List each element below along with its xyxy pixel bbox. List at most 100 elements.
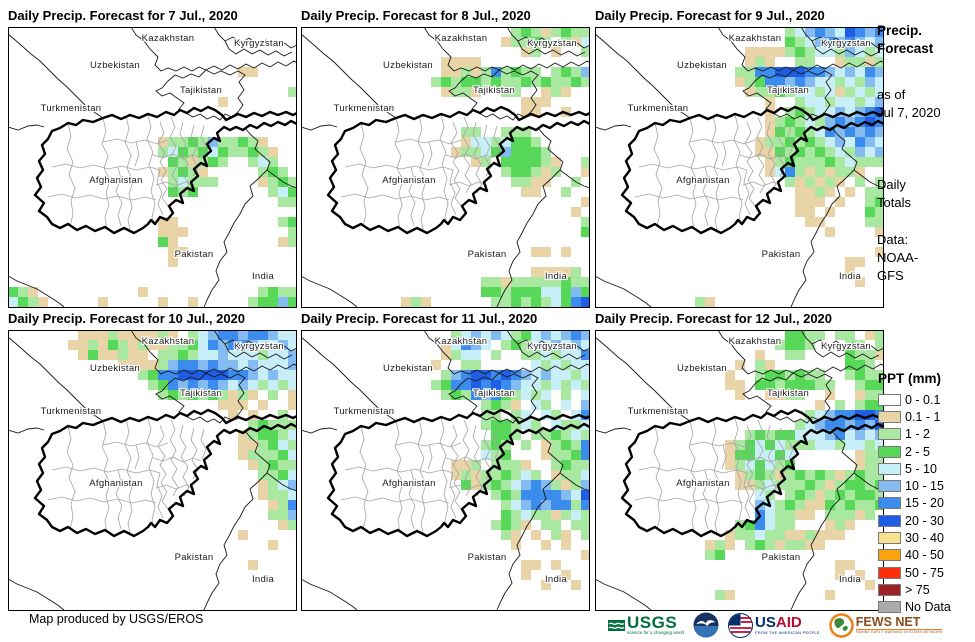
sidebar-datasource: Data: NOAA- GFS <box>877 231 918 285</box>
panel-jul7: Daily Precip. Forecast for 7 Jul., 2020 … <box>8 6 297 308</box>
legend-row: 0 - 0.1 <box>878 391 974 408</box>
legend-row: No Data <box>878 599 974 616</box>
country-label-tajikistan: Tajikistan <box>767 85 809 96</box>
precip-map: Kazakhstan Kyrgyzstan Uzbekistan Tajikistan… <box>8 27 297 308</box>
legend-label: 40 - 50 <box>905 548 944 563</box>
usgs-logo: USGS science for a changing world <box>608 612 685 635</box>
legend-swatch <box>878 566 901 579</box>
sidebar-title-line1: Precip. <box>877 23 923 38</box>
sidebar-totals: Daily Totals <box>877 176 911 212</box>
afghanistan-border <box>620 105 884 235</box>
country-borders <box>595 330 884 611</box>
panel-title: Daily Precip. Forecast for 11 Jul., 2020 <box>301 311 538 326</box>
legend-row: 1 - 2 <box>878 426 974 443</box>
country-label-afghanistan: Afghanistan <box>382 478 435 489</box>
sidebar-data-line2: NOAA- <box>877 250 919 265</box>
country-label-turkmenistan: Turkmenistan <box>41 406 102 417</box>
country-label-turkmenistan: Turkmenistan <box>334 406 395 417</box>
country-label-kazakhstan: Kazakhstan <box>142 336 195 347</box>
panel-jul10: Daily Precip. Forecast for 10 Jul., 2020… <box>8 309 297 611</box>
province-borders <box>340 417 500 534</box>
sidebar-data-line3: GFS <box>877 268 904 283</box>
precip-cells <box>401 27 590 307</box>
country-label-turkmenistan: Turkmenistan <box>628 406 689 417</box>
legend-label: 50 - 75 <box>905 565 944 580</box>
country-borders <box>8 330 297 611</box>
country-borders <box>8 27 297 308</box>
legend-label: 0.1 - 1 <box>905 409 941 424</box>
country-label-tajikistan: Tajikistan <box>473 388 515 399</box>
noaa-emblem-icon <box>693 612 719 638</box>
precip-cells <box>431 330 590 590</box>
country-label-tajikistan: Tajikistan <box>767 388 809 399</box>
precip-map: Kazakhstan Kyrgyzstan Uzbekistan Tajikistan… <box>301 330 590 611</box>
legend-row: 20 - 30 <box>878 512 974 529</box>
legend-row: 10 - 15 <box>878 477 974 494</box>
fewsnet-globe-icon <box>829 612 854 638</box>
fewsnet-logo: FEWS NET FAMINE EARLY WARNING SYSTEMS NE… <box>829 612 943 638</box>
afghanistan-border <box>33 105 297 235</box>
map-frame <box>595 27 884 308</box>
legend-label: 0 - 0.1 <box>905 392 941 407</box>
country-label-kyrgyzstan: Kyrgyzstan <box>234 341 284 352</box>
precip-map: Kazakhstan Kyrgyzstan Uzbekistan Tajikistan… <box>595 27 884 308</box>
country-label-tajikistan: Tajikistan <box>473 85 515 96</box>
country-label-kyrgyzstan: Kyrgyzstan <box>234 38 284 49</box>
legend-swatch <box>878 601 901 614</box>
legend: PPT (mm) 0 - 0.1 0.1 - 1 1 - 2 2 - 5 5 - 10 1… <box>878 371 974 616</box>
country-label-india: India <box>545 271 568 282</box>
usaid-logo-tagline: FROM THE AMERICAN PEOPLE <box>755 629 820 635</box>
legend-label: No Data <box>905 600 951 615</box>
country-label-uzbekistan: Uzbekistan <box>383 60 433 71</box>
legend-row: 0.1 - 1 <box>878 408 974 425</box>
legend-label: 30 - 40 <box>905 531 944 546</box>
map-frame <box>301 330 590 611</box>
country-label-india: India <box>252 574 275 585</box>
map-frame <box>8 330 297 611</box>
panel-jul9: Daily Precip. Forecast for 9 Jul., 2020 … <box>595 6 884 308</box>
country-label-afghanistan: Afghanistan <box>676 478 729 489</box>
legend-row: > 75 <box>878 581 974 598</box>
sidebar-asof-line2: Jul 7, 2020 <box>877 105 941 120</box>
country-label-afghanistan: Afghanistan <box>676 175 729 186</box>
legend-label: 2 - 5 <box>905 444 931 459</box>
country-label-kazakhstan: Kazakhstan <box>435 336 488 347</box>
precip-map: Kazakhstan Kyrgyzstan Uzbekistan Tajikistan… <box>301 27 590 308</box>
country-borders <box>301 27 590 308</box>
province-borders <box>634 417 794 534</box>
legend-row: 15 - 20 <box>878 495 974 512</box>
country-borders <box>595 27 884 308</box>
province-borders <box>340 114 500 231</box>
panel-jul12: Daily Precip. Forecast for 12 Jul., 2020… <box>595 309 884 611</box>
province-borders <box>47 417 207 534</box>
sidebar-title-line2: Forecast <box>877 41 934 56</box>
country-label-afghanistan: Afghanistan <box>89 478 142 489</box>
fewsnet-logo-tagline: FAMINE EARLY WARNING SYSTEMS NETWORK <box>855 629 943 634</box>
country-label-kyrgyzstan: Kyrgyzstan <box>527 341 577 352</box>
precip-map: Kazakhstan Kyrgyzstan Uzbekistan Tajikistan… <box>8 330 297 611</box>
afghanistan-border <box>33 408 297 538</box>
usaid-seal-icon <box>728 612 754 638</box>
country-label-pakistan: Pakistan <box>762 249 801 260</box>
legend-swatch <box>878 497 901 510</box>
panel-title: Daily Precip. Forecast for 8 Jul., 2020 <box>301 8 531 23</box>
country-label-turkmenistan: Turkmenistan <box>628 103 689 114</box>
usgs-logo-text: USGS <box>627 612 678 632</box>
country-label-kazakhstan: Kazakhstan <box>729 33 782 44</box>
country-label-india: India <box>252 271 275 282</box>
sidebar-totals-line1: Daily <box>877 177 906 192</box>
country-label-pakistan: Pakistan <box>175 249 214 260</box>
usgs-logo-tagline: science for a changing world <box>627 629 685 635</box>
country-label-pakistan: Pakistan <box>468 249 507 260</box>
sidebar-totals-line2: Totals <box>877 195 911 210</box>
sidebar-asof: as of Jul 7, 2020 <box>877 86 941 122</box>
panel-jul8: Daily Precip. Forecast for 8 Jul., 2020 … <box>301 6 590 308</box>
country-label-uzbekistan: Uzbekistan <box>383 363 433 374</box>
country-label-india: India <box>839 574 862 585</box>
country-label-afghanistan: Afghanistan <box>89 175 142 186</box>
legend-swatch <box>878 532 901 545</box>
afghanistan-border <box>326 105 590 235</box>
country-label-kazakhstan: Kazakhstan <box>729 336 782 347</box>
legend-swatch <box>878 428 901 441</box>
country-label-kazakhstan: Kazakhstan <box>435 33 488 44</box>
